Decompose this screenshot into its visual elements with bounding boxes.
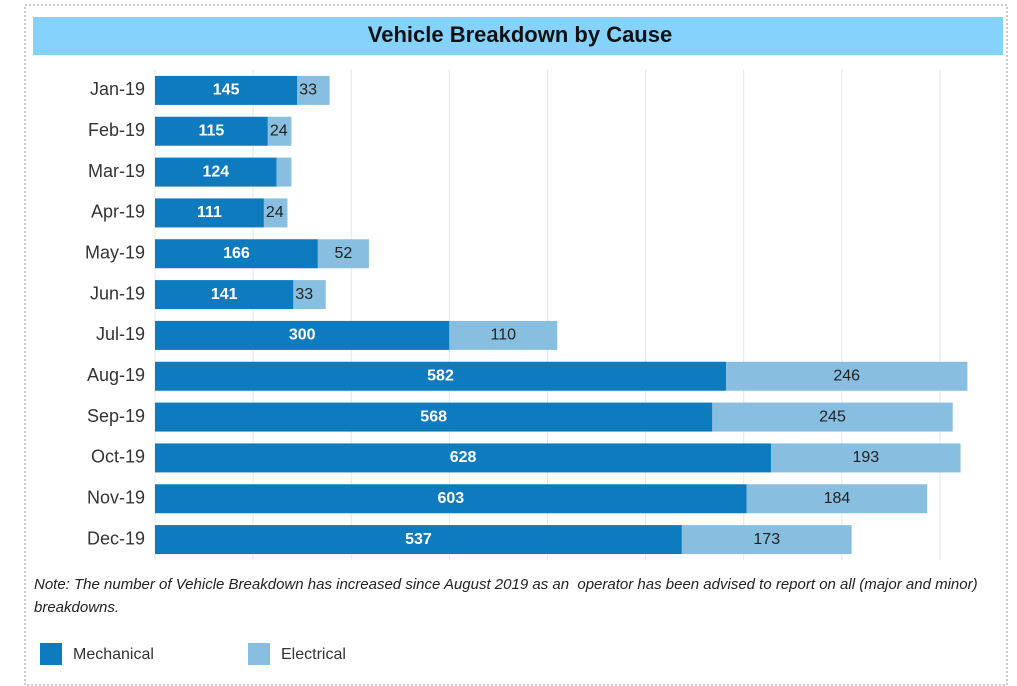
data-label: 111 xyxy=(197,204,222,221)
frame xyxy=(24,4,1008,686)
bar-segment xyxy=(155,280,294,310)
bar-segment xyxy=(155,484,747,514)
note: Note: The number of Vehicle Breakdown ha… xyxy=(34,576,982,616)
data-label: 628 xyxy=(450,449,477,466)
bar-segment xyxy=(297,75,330,105)
data-label: 603 xyxy=(437,490,464,507)
data-label: 24 xyxy=(266,204,284,221)
title-bar xyxy=(33,17,1003,55)
y-tick-label: Jul-19 xyxy=(96,324,145,344)
bar-segment xyxy=(276,157,292,187)
data-label: 245 xyxy=(819,408,846,425)
bar-segment xyxy=(155,443,772,473)
legend-swatch xyxy=(248,643,270,665)
y-tick-label: Mar-19 xyxy=(88,161,145,181)
data-label: 166 xyxy=(223,245,250,262)
y-tick-label: Dec-19 xyxy=(87,528,145,548)
bar-segment xyxy=(771,443,961,473)
bar-segment xyxy=(263,198,288,228)
data-label: 246 xyxy=(833,367,860,384)
y-tick-label: Nov-19 xyxy=(87,488,145,508)
y-tick-label: Feb-19 xyxy=(88,120,145,140)
y-tick-label: Oct-19 xyxy=(91,447,145,467)
legend-label: Mechanical xyxy=(73,646,154,663)
bar-segment xyxy=(155,75,298,105)
bar-segment xyxy=(155,320,450,350)
bar-segment xyxy=(746,484,928,514)
y-tick-label: Apr-19 xyxy=(91,202,145,222)
data-label: 193 xyxy=(853,449,880,466)
data-label: 24 xyxy=(270,122,288,139)
chart-title: Vehicle Breakdown by Cause xyxy=(368,22,672,47)
bar-segment xyxy=(155,402,713,432)
data-label: 300 xyxy=(289,327,316,344)
data-label: 582 xyxy=(427,367,454,384)
y-tick-label: May-19 xyxy=(85,243,145,263)
data-label: 110 xyxy=(491,327,517,344)
bar-segment xyxy=(155,361,727,391)
data-label: 141 xyxy=(211,286,238,303)
bar-segment xyxy=(155,239,318,269)
bar-segment xyxy=(293,280,326,310)
data-label: 124 xyxy=(202,163,229,180)
bar-segment xyxy=(712,402,953,432)
bar-segment xyxy=(155,116,268,146)
bar-segment xyxy=(155,198,264,228)
y-tick-label: Aug-19 xyxy=(87,365,145,385)
bar-segment xyxy=(317,239,369,269)
y-tick-label: Jun-19 xyxy=(90,283,145,303)
data-label: 173 xyxy=(753,531,780,548)
legend-swatch xyxy=(40,643,62,665)
y-tick-label: Jan-19 xyxy=(90,79,145,99)
data-label: 52 xyxy=(334,245,352,262)
bar-segment xyxy=(726,361,968,391)
bar-segment xyxy=(681,525,852,555)
data-label: 184 xyxy=(824,490,851,507)
data-label: 33 xyxy=(299,82,317,99)
bar-segment xyxy=(267,116,292,146)
data-label: 537 xyxy=(405,531,432,548)
data-label: 145 xyxy=(213,82,240,99)
legend-label: Electrical xyxy=(281,646,346,663)
y-tick-label: Sep-19 xyxy=(87,406,145,426)
bar-segment xyxy=(155,157,277,187)
data-label: 568 xyxy=(420,408,447,425)
data-label: 115 xyxy=(199,122,225,139)
bar-segment xyxy=(155,525,682,555)
data-label: 33 xyxy=(295,286,313,303)
bar-segment xyxy=(449,320,558,350)
